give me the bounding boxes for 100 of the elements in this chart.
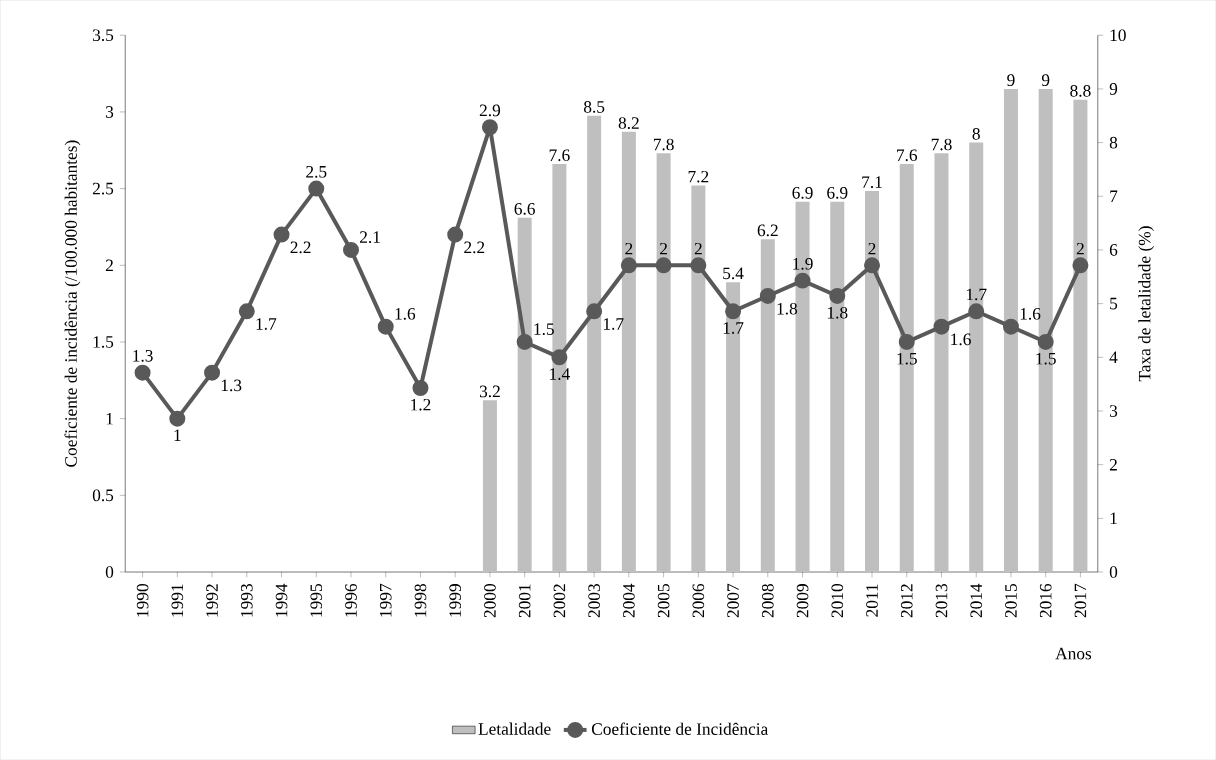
- data-label: 2.2: [290, 241, 311, 254]
- point: [134, 364, 151, 381]
- bar: [1003, 88, 1018, 572]
- y-tick-label: 3: [106, 106, 114, 118]
- point: [690, 257, 707, 274]
- bar: [934, 153, 949, 572]
- x-tick-label: 2016: [1039, 583, 1052, 618]
- data-label: 1.7: [603, 318, 624, 330]
- data-label: 2.9: [479, 104, 501, 117]
- x-tick-label: 2017: [1074, 583, 1087, 618]
- point: [308, 180, 325, 197]
- bar: [656, 153, 671, 572]
- x-tick-label: 1991: [171, 584, 184, 617]
- data-label: 1.8: [777, 302, 798, 315]
- y2-tick-label: 8: [1109, 136, 1118, 149]
- x-tick-label: 2015: [1005, 583, 1017, 618]
- y-tick-label: 0: [105, 566, 114, 578]
- data-label: 2: [660, 242, 667, 255]
- data-label: 2: [694, 242, 702, 255]
- data-label: 6.9: [792, 186, 813, 199]
- x-tick-label: 2012: [900, 584, 913, 618]
- point: [273, 226, 290, 243]
- x-tick-label: 2003: [588, 583, 600, 618]
- x-tick-label: 2000: [484, 583, 496, 618]
- y2-tick-label: 7: [1110, 190, 1118, 202]
- point: [1002, 318, 1019, 335]
- data-label: 8: [972, 127, 980, 140]
- y2-tick-label: 2: [1109, 458, 1117, 471]
- x-tick-label: 2005: [657, 583, 670, 618]
- data-label: 1.3: [221, 379, 242, 392]
- data-label: 1.5: [1036, 352, 1056, 365]
- data-label: 2: [625, 242, 633, 255]
- y2-tick-label: 0: [1109, 566, 1118, 578]
- data-label: 1.5: [534, 323, 554, 335]
- x-tick-label: 2014: [970, 583, 983, 618]
- data-label: 6.6: [514, 203, 535, 215]
- data-label: 2.2: [464, 241, 485, 254]
- data-label: 1.8: [827, 306, 848, 319]
- point: [864, 257, 881, 274]
- data-label: 1.4: [550, 368, 570, 380]
- data-label: 2.1: [360, 231, 380, 243]
- point: [169, 410, 186, 427]
- data-label: 5.4: [723, 267, 744, 280]
- data-label: 1.3: [133, 349, 153, 362]
- x-tick-label: 1996: [345, 583, 357, 617]
- data-label: 2: [868, 242, 876, 255]
- x-tick-label: 2007: [727, 583, 739, 618]
- data-label: 3.2: [479, 385, 500, 398]
- data-label: 2: [1076, 242, 1084, 255]
- point: [412, 379, 429, 396]
- bar: [691, 185, 706, 572]
- x-tick-label: 2001: [518, 584, 531, 618]
- point: [968, 303, 985, 320]
- point: [898, 333, 915, 350]
- point: [829, 287, 846, 304]
- point: [377, 318, 394, 335]
- data-label: 9: [1041, 74, 1050, 86]
- point: [586, 303, 603, 320]
- y2-tick-label: 4: [1109, 351, 1118, 363]
- x-axis-title: Anos: [1055, 647, 1092, 660]
- data-label: 1: [174, 429, 181, 441]
- x-tick-label: 2004: [623, 583, 635, 618]
- point: [933, 318, 950, 335]
- bar: [517, 217, 532, 572]
- point: [481, 119, 498, 136]
- point: [516, 333, 533, 350]
- y2-tick-label: 10: [1110, 29, 1126, 41]
- x-tick-label: 1994: [275, 583, 288, 617]
- data-label: 8.5: [583, 100, 605, 113]
- bar: [760, 239, 775, 572]
- bar: [865, 190, 880, 572]
- bar: [482, 400, 497, 572]
- point: [551, 349, 568, 366]
- x-tick-label: 1993: [240, 583, 253, 617]
- data-label: 1.6: [395, 307, 416, 320]
- data-label: 8.8: [1070, 84, 1091, 97]
- point: [447, 226, 464, 243]
- y-tick-label: 3.5: [93, 29, 114, 42]
- x-tick-label: 2010: [831, 583, 844, 618]
- point: [655, 257, 672, 274]
- data-label: 2.5: [306, 165, 327, 178]
- y-axis-title: Coeficiente de incidência (/100.000 habitantes): [64, 140, 81, 467]
- data-label: 6.2: [757, 224, 778, 237]
- bar: [1073, 99, 1088, 572]
- legend-label: Letalidade: [478, 722, 551, 735]
- point: [725, 303, 742, 320]
- data-label: 1.7: [966, 288, 987, 301]
- y-tick-label: 2.5: [92, 182, 114, 195]
- point: [620, 257, 637, 274]
- data-label: 1.2: [411, 398, 431, 411]
- x-tick-label: 1999: [449, 584, 462, 617]
- data-label: 7.8: [653, 138, 674, 151]
- data-label: 7.6: [549, 149, 570, 162]
- data-label: 7.1: [862, 176, 882, 188]
- x-tick-label: 2006: [692, 583, 705, 618]
- x-tick-label: 2002: [553, 584, 566, 618]
- point: [794, 272, 811, 289]
- point: [1072, 257, 1089, 274]
- data-label: 1.7: [256, 318, 277, 330]
- data-label: 7.6: [897, 149, 918, 162]
